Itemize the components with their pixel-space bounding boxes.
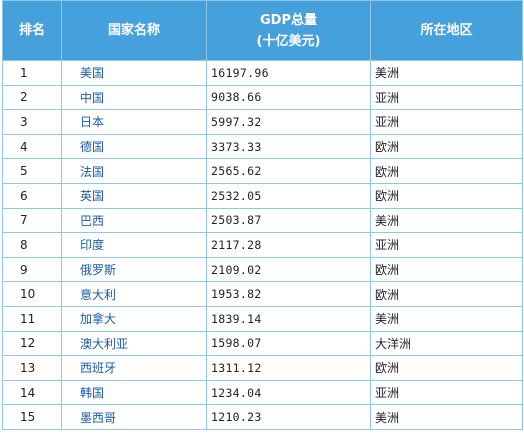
gdp-value-cell: 1234.04 [206,379,371,406]
country-name-cell[interactable]: 印度 [61,232,207,258]
region-cell: 亚洲 [370,232,523,258]
rank-cell: 3 [2,109,62,135]
header-gdp: GDP总量 (十亿美元) [206,0,371,61]
table-row: 1 美国 16197.96 美洲 [2,60,523,86]
country-name-cell[interactable]: 日本 [61,109,207,135]
table-row: 12 澳大利亚 1598.07 大洋洲 [2,330,523,357]
table-row: 7 巴西 2503.87 美洲 [2,207,523,234]
gdp-value-cell: 1598.07 [206,330,371,357]
rank-cell: 9 [2,256,62,283]
header-region: 所在地区 [370,0,523,61]
country-name-cell[interactable]: 英国 [61,182,207,209]
country-name-cell[interactable]: 墨西哥 [61,404,207,430]
table-row: 8 印度 2117.28 亚洲 [2,232,523,258]
header-country: 国家名称 [61,0,207,61]
rank-cell: 15 [2,404,62,430]
rank-cell: 1 [2,60,62,86]
country-name-cell[interactable]: 韩国 [61,379,207,406]
country-name-cell[interactable]: 加拿大 [61,305,207,332]
table-row: 6 英国 2532.05 欧洲 [2,182,523,209]
gdp-value-cell: 1210.23 [206,404,371,430]
table-row: 4 德国 3373.33 欧洲 [2,133,523,160]
header-rank: 排名 [2,0,62,61]
country-name-cell[interactable]: 法国 [61,158,207,184]
rank-cell: 11 [2,305,62,332]
rank-cell: 6 [2,182,62,209]
table-row: 9 俄罗斯 2109.02 欧洲 [2,256,523,283]
country-name-cell[interactable]: 美国 [61,60,207,86]
rank-cell: 12 [2,330,62,357]
country-name-cell[interactable]: 巴西 [61,207,207,234]
header-row: 排名 国家名称 GDP总量 (十亿美元) 所在地区 [2,0,523,61]
gdp-value-cell: 1839.14 [206,305,371,332]
gdp-value-cell: 1311.12 [206,355,371,381]
country-name-cell[interactable]: 西班牙 [61,355,207,381]
region-cell: 欧洲 [370,133,523,160]
country-name-cell[interactable]: 意大利 [61,281,207,307]
region-cell: 欧洲 [370,256,523,283]
gdp-value-cell: 1953.82 [206,281,371,307]
country-name-cell[interactable]: 俄罗斯 [61,256,207,283]
rank-cell: 7 [2,207,62,234]
country-name-cell[interactable]: 德国 [61,133,207,160]
table-body: 1 美国 16197.96 美洲 2 中国 9038.66 亚洲 3 日本 5997.32 亚洲 4 德国… [2,60,523,430]
region-cell: 欧洲 [370,182,523,209]
region-cell: 美洲 [370,404,523,430]
country-name-cell[interactable]: 中国 [61,84,207,111]
region-cell: 美洲 [370,207,523,234]
region-cell: 欧洲 [370,158,523,184]
region-cell: 大洋洲 [370,330,523,357]
region-cell: 亚洲 [370,109,523,135]
table-header: 排名 国家名称 GDP总量 (十亿美元) 所在地区 [2,0,523,61]
rank-cell: 4 [2,133,62,160]
table-row: 5 法国 2565.62 欧洲 [2,158,523,184]
gdp-value-cell: 9038.66 [206,84,371,111]
gdp-value-cell: 2565.62 [206,158,371,184]
table-row: 15 墨西哥 1210.23 美洲 [2,404,523,430]
rank-cell: 2 [2,84,62,111]
rank-cell: 10 [2,281,62,307]
region-cell: 美洲 [370,60,523,86]
region-cell: 欧洲 [370,355,523,381]
table-row: 11 加拿大 1839.14 美洲 [2,305,523,332]
table-row: 14 韩国 1234.04 亚洲 [2,379,523,406]
region-cell: 美洲 [370,305,523,332]
country-name-cell[interactable]: 澳大利亚 [61,330,207,357]
table-row: 3 日本 5997.32 亚洲 [2,109,523,135]
rank-cell: 14 [2,379,62,406]
region-cell: 欧洲 [370,281,523,307]
table-row: 13 西班牙 1311.12 欧洲 [2,355,523,381]
gdp-value-cell: 5997.32 [206,109,371,135]
gdp-value-cell: 2503.87 [206,207,371,234]
region-cell: 亚洲 [370,84,523,111]
gdp-value-cell: 2109.02 [206,256,371,283]
gdp-value-cell: 16197.96 [206,60,371,86]
header-gdp-title: GDP总量 [260,12,317,28]
rank-cell: 13 [2,355,62,381]
table-row: 2 中国 9038.66 亚洲 [2,84,523,111]
region-cell: 亚洲 [370,379,523,406]
gdp-value-cell: 2532.05 [206,182,371,209]
gdp-value-cell: 3373.33 [206,133,371,160]
rank-cell: 5 [2,158,62,184]
gdp-value-cell: 2117.28 [206,232,371,258]
table-row: 10 意大利 1953.82 欧洲 [2,281,523,307]
rank-cell: 8 [2,232,62,258]
header-gdp-unit: (十亿美元) [256,33,321,49]
